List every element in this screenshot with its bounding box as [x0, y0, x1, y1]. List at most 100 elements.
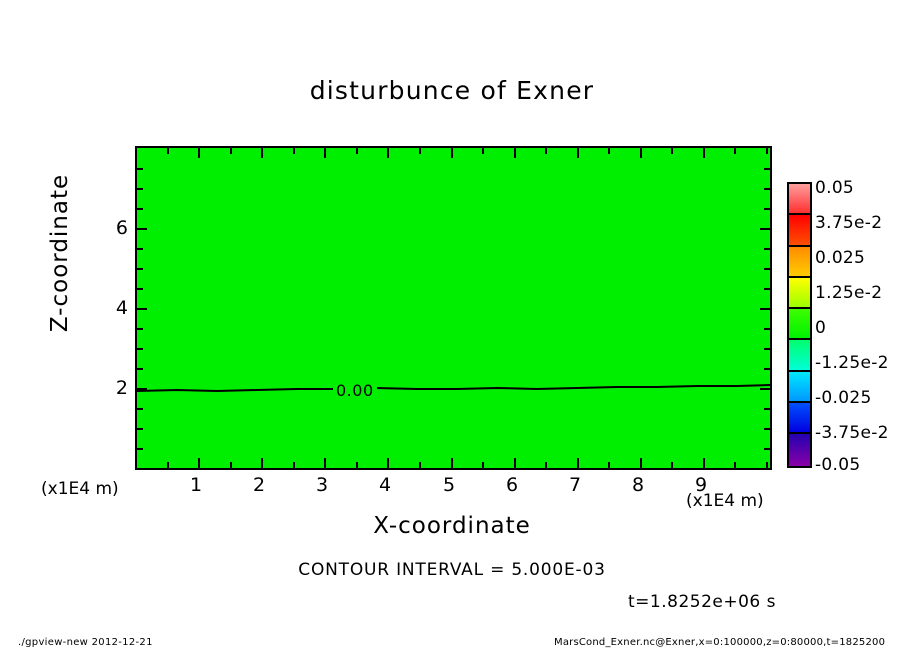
y-tick-right-minor	[764, 328, 770, 330]
y-tick-minor	[137, 348, 143, 350]
footer-command: ./gpview-new 2012-12-21	[18, 637, 153, 648]
colorbar-band	[789, 309, 810, 341]
x-tick-minor	[766, 462, 768, 468]
y-tick-minor	[137, 368, 143, 370]
x-tick-top-major	[261, 148, 263, 158]
x-tick-major	[577, 458, 579, 468]
x-tick-minor	[419, 462, 421, 468]
x-tick-top-minor	[167, 148, 169, 154]
colorbar[interactable]	[787, 182, 812, 468]
y-tick-minor	[137, 268, 143, 270]
x-tick-label: 8	[631, 474, 645, 496]
y-tick-label: 2	[115, 377, 128, 399]
y-tick-major	[137, 228, 147, 230]
plot-area[interactable]: 0.00	[135, 146, 772, 470]
y-tick-right-minor	[764, 208, 770, 210]
y-tick-minor	[137, 288, 143, 290]
y-tick-right-minor	[764, 188, 770, 190]
x-tick-top-major	[387, 148, 389, 158]
y-tick-major	[137, 388, 147, 390]
x-tick-minor	[671, 462, 673, 468]
x-tick-label: 6	[505, 474, 519, 496]
x-tick-major	[703, 458, 705, 468]
colorbar-band	[789, 277, 810, 310]
x-tick-label: 5	[442, 474, 456, 496]
footer-dataset-path: MarsCond_Exner.nc@Exner,x=0:100000,z=0:8…	[554, 637, 886, 648]
colorbar-band	[789, 434, 810, 466]
y-tick-right-minor	[764, 448, 770, 450]
x-tick-top-minor	[608, 148, 610, 154]
x-tick-minor	[482, 462, 484, 468]
y-tick-label: 4	[115, 297, 128, 319]
x-tick-minor	[734, 462, 736, 468]
x-tick-minor	[356, 462, 358, 468]
colorbar-tick-label: -0.025	[815, 388, 872, 408]
colorbar-tick-label: 0.025	[815, 248, 866, 268]
colorbar-band	[789, 246, 810, 278]
x-tick-minor	[230, 462, 232, 468]
x-tick-top-major	[577, 148, 579, 158]
x-tick-top-minor	[671, 148, 673, 154]
y-tick-right-major	[760, 308, 770, 310]
y-tick-right-minor	[764, 248, 770, 250]
colorbar-tick-label: 0.05	[815, 178, 855, 198]
x-tick-label: 9	[694, 474, 708, 496]
x-tick-top-major	[198, 148, 200, 158]
y-tick-right-minor	[764, 368, 770, 370]
x-tick-top-minor	[734, 148, 736, 154]
colorbar-band	[789, 340, 810, 372]
y-tick-right-minor	[764, 428, 770, 430]
y-tick-minor	[137, 448, 143, 450]
heatmap-field	[137, 148, 770, 468]
x-tick-top-minor	[419, 148, 421, 154]
x-tick-major	[261, 458, 263, 468]
y-tick-right-minor	[764, 168, 770, 170]
y-tick-minor	[137, 248, 143, 250]
y-tick-right-minor	[764, 408, 770, 410]
x-axis-unit-left: (x1E4 m)	[41, 479, 119, 499]
y-tick-minor	[137, 188, 143, 190]
x-tick-top-minor	[230, 148, 232, 154]
y-tick-minor	[137, 428, 143, 430]
y-tick-minor	[137, 328, 143, 330]
y-tick-right-minor	[764, 348, 770, 350]
x-tick-top-major	[703, 148, 705, 158]
contour-interval-text: CONTOUR INTERVAL = 5.000E-03	[298, 560, 606, 580]
y-tick-minor	[137, 408, 143, 410]
x-tick-minor	[545, 462, 547, 468]
y-tick-right-minor	[764, 268, 770, 270]
contour-level-label: 0.00	[333, 382, 377, 399]
x-tick-label: 7	[568, 474, 582, 496]
x-tick-label: 3	[315, 474, 329, 496]
colorbar-band	[789, 371, 810, 404]
colorbar-tick-label: 1.25e-2	[815, 283, 883, 303]
colorbar-tick-label: 3.75e-2	[815, 213, 883, 233]
colorbar-band	[789, 215, 810, 247]
y-tick-minor	[137, 168, 143, 170]
x-tick-major	[640, 458, 642, 468]
y-tick-right-major	[760, 228, 770, 230]
x-tick-top-minor	[766, 148, 768, 154]
y-axis-title: Z-coordinate	[47, 173, 73, 333]
x-tick-top-major	[451, 148, 453, 158]
colorbar-tick-label: -0.05	[815, 455, 861, 475]
colorbar-tick-label: -3.75e-2	[815, 423, 889, 443]
y-tick-right-minor	[764, 288, 770, 290]
x-tick-minor	[293, 462, 295, 468]
x-tick-major	[451, 458, 453, 468]
colorbar-tick-label: 0	[815, 318, 827, 338]
x-tick-top-major	[324, 148, 326, 158]
colorbar-tick-label: -1.25e-2	[815, 353, 889, 373]
x-tick-top-major	[640, 148, 642, 158]
y-tick-major	[137, 308, 147, 310]
x-tick-label: 4	[378, 474, 392, 496]
x-tick-top-minor	[482, 148, 484, 154]
time-label: t=1.8252e+06 s	[628, 592, 776, 612]
y-tick-right-major	[760, 388, 770, 390]
x-tick-label: 2	[252, 474, 266, 496]
x-axis-unit-right: (x1E4 m)	[686, 491, 764, 511]
page-title: disturbunce of Exner	[309, 76, 595, 105]
x-tick-top-minor	[545, 148, 547, 154]
x-tick-label: 1	[189, 474, 203, 496]
colorbar-band	[789, 403, 810, 435]
